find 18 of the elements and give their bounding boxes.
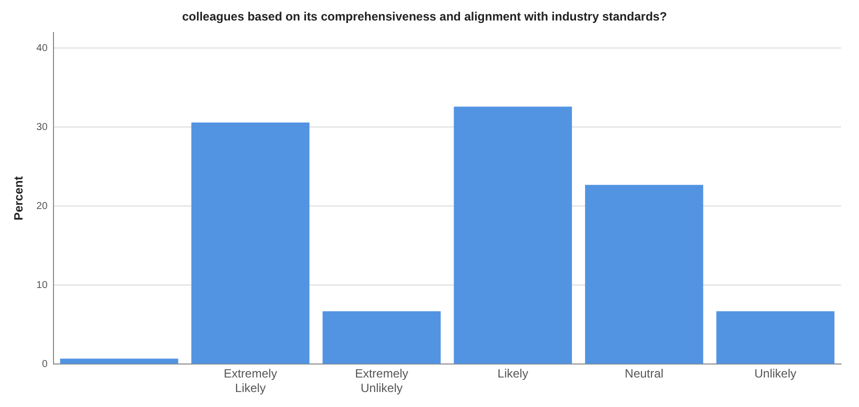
bar — [322, 311, 441, 364]
y-tick-label: 40 — [36, 42, 48, 54]
x-tick-label: Neutral — [624, 366, 664, 381]
x-tick-label: Likely — [498, 366, 528, 381]
y-tick-label: 10 — [36, 280, 48, 291]
y-tick-label: 0 — [42, 358, 48, 370]
x-tick-label: Unlikely — [754, 366, 796, 381]
y-tick-label: 30 — [36, 122, 48, 133]
bar — [454, 106, 572, 364]
bar — [60, 358, 178, 364]
y-tick-label: 20 — [36, 200, 48, 212]
bar — [191, 122, 310, 364]
bar — [585, 184, 704, 364]
x-tick-label: Extremely Unlikely — [354, 366, 408, 396]
chart-title: colleagues based on its comprehensiveness and alignment with industry standards? — [182, 10, 667, 24]
x-tick-label: Extremely Likely — [224, 366, 278, 396]
y-axis-title: Percent — [12, 176, 26, 220]
bar — [716, 311, 834, 364]
